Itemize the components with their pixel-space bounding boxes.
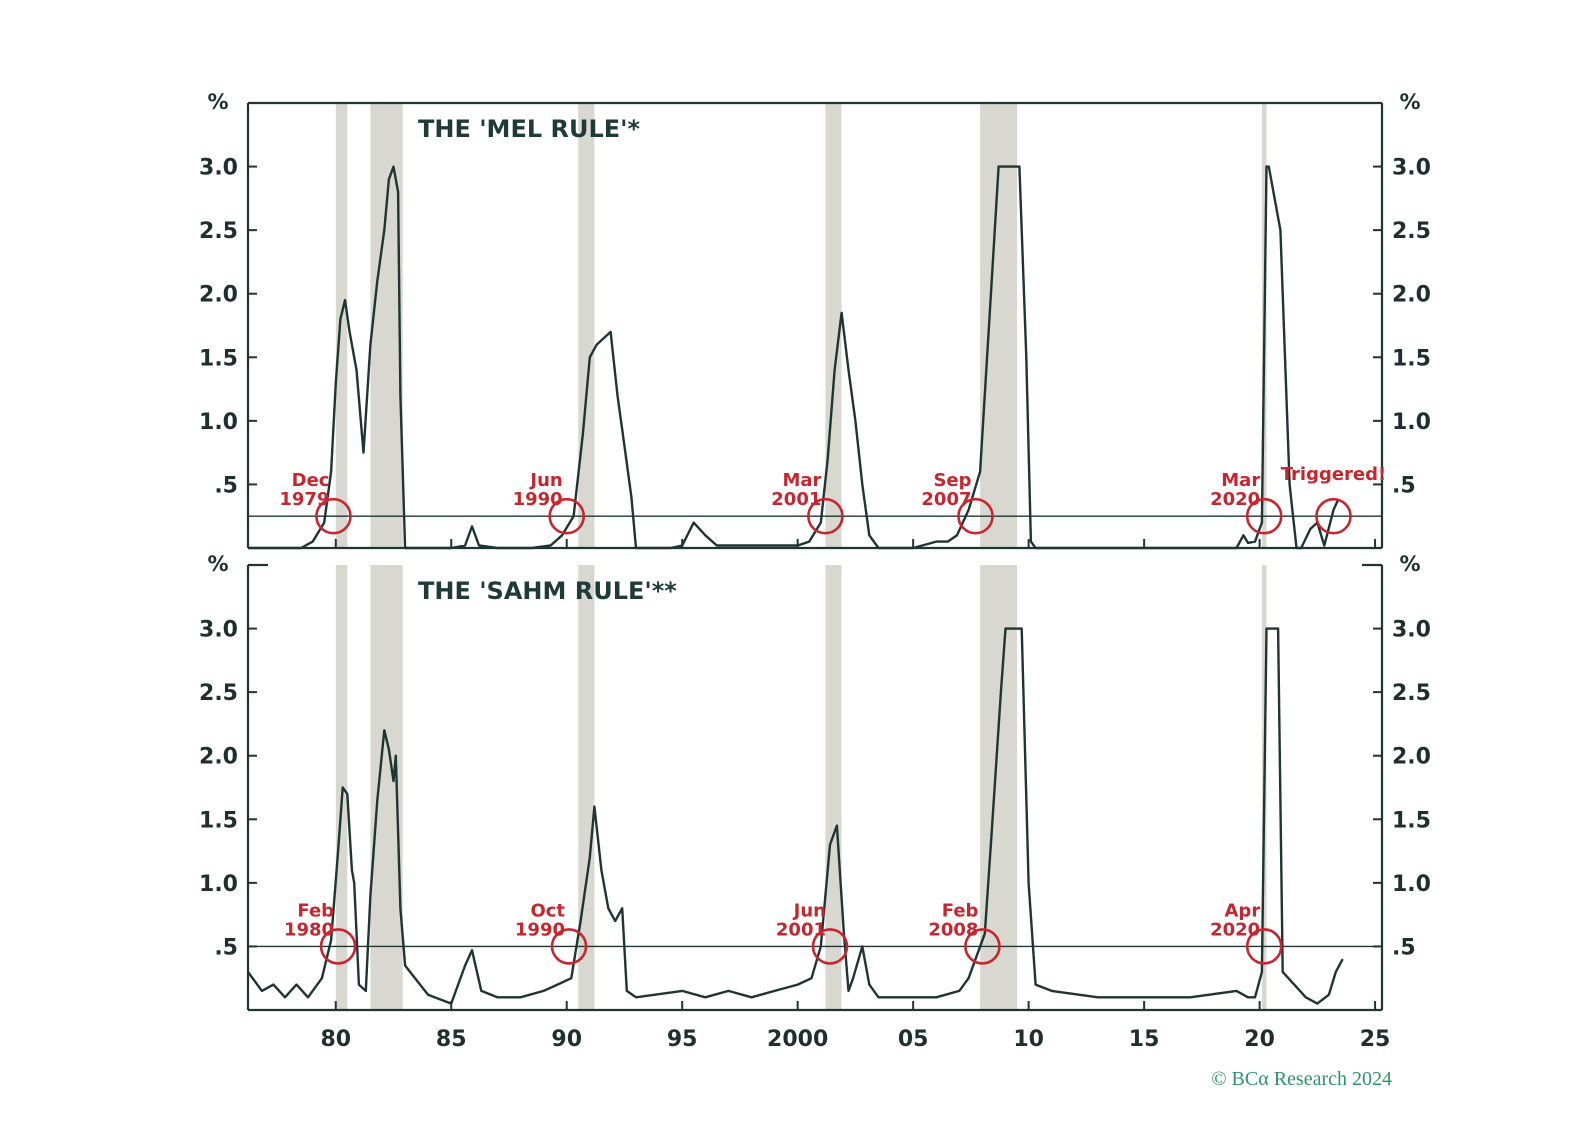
trigger-label: Sep: [933, 470, 971, 491]
trigger-label: 2020: [1210, 489, 1260, 510]
trigger-label: Mar: [782, 470, 821, 491]
recession-band-1-2: [578, 565, 595, 1010]
x-tick-label: 95: [667, 1027, 698, 1052]
trigger-label: Mar: [1221, 470, 1260, 491]
x-tick-label: 20: [1244, 1027, 1275, 1052]
trigger-label: Jun: [792, 900, 826, 921]
trigger-label: Dec: [292, 470, 330, 491]
trigger-circle: [315, 497, 352, 535]
y-tick-label-left: 3.0: [199, 156, 238, 181]
y-tick-label-right: 2.5: [1392, 681, 1431, 706]
trigger-circle: [811, 928, 849, 965]
x-tick-label: 25: [1360, 1027, 1391, 1052]
y-tick-label-right: .5: [1392, 473, 1416, 498]
y-tick-label-right: .5: [1392, 935, 1416, 960]
trigger-label: 2008: [928, 919, 978, 940]
trigger-label: Feb: [297, 900, 334, 921]
trigger-label: 1979: [279, 489, 329, 510]
series-line-1-0: [247, 627, 1344, 1005]
recession-band-0-2: [578, 103, 595, 548]
y-tick-label-left: .5: [214, 935, 238, 960]
trigger-label: Apr: [1225, 900, 1261, 921]
y-tick-label-right: 2.0: [1392, 283, 1431, 308]
unit-label-left: %: [207, 90, 228, 114]
trigger-circle: [550, 928, 588, 965]
x-tick-label: 15: [1129, 1027, 1160, 1052]
credit-text: © BCα Research 2024: [1211, 1068, 1392, 1090]
y-tick-label-right: 3.0: [1392, 618, 1431, 643]
recession-band-1-3: [825, 565, 842, 1010]
y-tick-label-right: 3.0: [1392, 156, 1431, 181]
y-tick-label-left: 1.5: [199, 808, 238, 833]
y-tick-label-right: 1.5: [1392, 808, 1431, 833]
y-tick-label-right: 1.0: [1392, 872, 1431, 897]
y-tick-label-left: 1.0: [199, 872, 238, 897]
recession-band-0-0: [335, 103, 348, 548]
trigger-circle: [807, 497, 844, 535]
y-tick-label-left: 3.0: [199, 618, 238, 643]
trigger-circle: [957, 497, 994, 535]
trigger-label: 1980: [284, 919, 334, 940]
y-tick-label-left: 1.0: [199, 410, 238, 435]
trigger-label: 2001: [776, 919, 826, 940]
y-tick-label-left: 2.5: [199, 219, 238, 244]
y-tick-label-left: 1.5: [199, 346, 238, 371]
x-tick-label: 80: [320, 1027, 351, 1052]
trigger-circle: [1245, 928, 1283, 965]
series-line-0-0: [248, 165, 1340, 550]
recession-band-0-1: [370, 103, 403, 548]
panel-title: THE 'MEL RULE'*: [418, 115, 640, 143]
y-tick-label-left: .5: [214, 473, 238, 498]
trigger-label: 1990: [513, 489, 563, 510]
trigger-label: 2007: [921, 489, 971, 510]
x-tick-label: 85: [436, 1027, 467, 1052]
y-tick-label-right: 2.0: [1392, 745, 1431, 770]
trigger-label: 2020: [1210, 919, 1260, 940]
trigger-label: Feb: [942, 900, 979, 921]
unit-label-left: %: [207, 552, 228, 576]
trigger-circle: [548, 497, 586, 535]
y-tick-label-left: 2.0: [199, 745, 238, 770]
unit-label-right: %: [1399, 552, 1420, 576]
x-tick-label: 05: [898, 1027, 929, 1052]
trigger-circle: [964, 928, 1001, 965]
y-tick-label-right: 1.0: [1392, 410, 1431, 435]
trigger-circle: [319, 928, 357, 965]
trigger-label: Jun: [528, 470, 562, 491]
trigger-label: Oct: [530, 900, 565, 921]
unit-label-right: %: [1399, 90, 1420, 114]
x-tick-label: 2000: [767, 1027, 828, 1052]
trigger-circle: [1315, 497, 1352, 535]
y-tick-label-right: 2.5: [1392, 219, 1431, 244]
x-tick-label: 90: [551, 1027, 582, 1052]
x-tick-label: 10: [1013, 1027, 1044, 1052]
trigger-label: 2001: [771, 489, 821, 510]
panel-title: THE 'SAHM RULE'**: [418, 577, 677, 605]
y-tick-label-left: 2.0: [199, 283, 238, 308]
y-tick-label-right: 1.5: [1392, 346, 1431, 371]
trigger-circle: [1245, 497, 1283, 535]
recession-band-1-4: [980, 565, 1018, 1010]
trigger-label: 1990: [515, 919, 565, 940]
trigger-label: Triggered!: [1281, 464, 1387, 485]
y-tick-label-left: 2.5: [199, 681, 238, 706]
